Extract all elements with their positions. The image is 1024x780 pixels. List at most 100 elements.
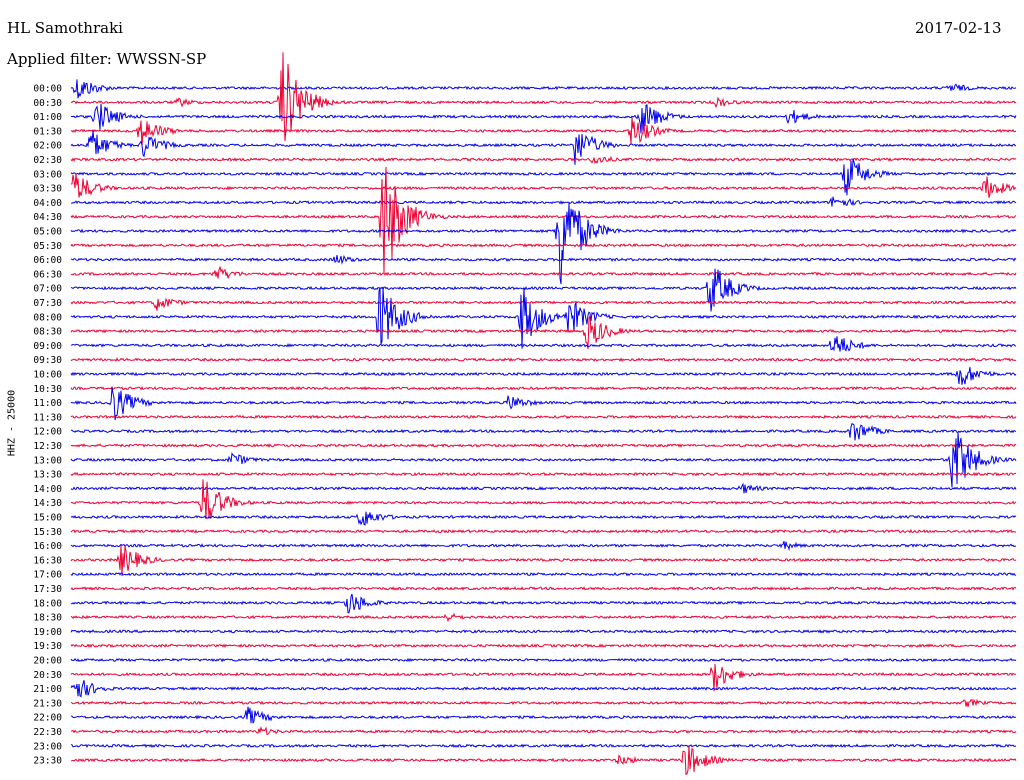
time-tick-label: 03:30 (33, 184, 62, 195)
trace-row-1600 (70, 540, 1017, 551)
trace-row-0700 (70, 268, 1017, 312)
time-tick-label: 11:00 (33, 398, 62, 409)
time-tick-label: 10:00 (33, 370, 62, 381)
time-tick-label: 05:00 (33, 227, 62, 238)
trace-row-2030 (70, 663, 1017, 692)
time-tick-labels: 00:00 00:30 01:00 01:30 02:00 02:30 03:00 03:30… (33, 84, 62, 767)
time-tick-label: 19:00 (33, 627, 62, 638)
time-tick-label: 23:00 (33, 741, 62, 752)
time-tick-label: 16:30 (33, 555, 62, 566)
time-tick-label: 05:30 (33, 241, 62, 252)
trace-row-1000 (70, 367, 1017, 385)
time-tick-label: 00:00 (33, 84, 62, 95)
time-tick-label: 16:00 (33, 541, 62, 552)
trace-row-1930 (70, 643, 1017, 649)
trace-row-1030 (70, 385, 1017, 391)
trace-row-2330 (70, 744, 1017, 775)
trace-row-0230 (70, 155, 1017, 165)
time-tick-label: 23:30 (33, 756, 62, 767)
time-tick-label: 02:00 (33, 141, 62, 152)
trace-row-0300 (70, 158, 1017, 196)
time-tick-label: 18:00 (33, 598, 62, 609)
trace-row-1530 (70, 528, 1017, 534)
time-tick-label: 07:30 (33, 298, 62, 309)
time-tick-label: 08:30 (33, 327, 62, 338)
time-tick-label: 08:00 (33, 312, 62, 323)
time-tick-label: 20:30 (33, 670, 62, 681)
time-tick-label: 14:30 (33, 498, 62, 509)
trace-row-1200 (70, 423, 1017, 441)
record-date: 2017-02-13 (915, 19, 1002, 37)
trace-row-1300 (70, 432, 1017, 488)
trace-row-0600 (70, 254, 1017, 265)
trace-row-1130 (70, 414, 1017, 420)
trace-row-0930 (70, 357, 1017, 363)
time-tick-label: 14:00 (33, 484, 62, 495)
station-title: HL Samothraki (7, 19, 123, 37)
time-tick-label: 01:00 (33, 112, 62, 123)
time-tick-label: 04:00 (33, 198, 62, 209)
time-tick-label: 13:30 (33, 470, 62, 481)
time-tick-label: 12:30 (33, 441, 62, 452)
seismogram-traces (70, 52, 1017, 775)
trace-row-1500 (70, 511, 1017, 526)
time-tick-label: 18:30 (33, 613, 62, 624)
time-tick-label: 12:00 (33, 427, 62, 438)
trace-row-2130 (70, 698, 1017, 707)
time-tick-label: 06:00 (33, 255, 62, 266)
time-tick-label: 03:00 (33, 169, 62, 180)
time-tick-label: 10:30 (33, 384, 62, 395)
trace-row-0200 (70, 130, 1017, 165)
trace-row-2300 (70, 743, 1017, 749)
time-tick-label: 17:00 (33, 570, 62, 581)
trace-row-0500 (70, 202, 1017, 285)
trace-row-0030 (70, 52, 1017, 142)
time-tick-label: 13:00 (33, 455, 62, 466)
time-tick-label: 01:30 (33, 126, 62, 137)
time-tick-label: 21:00 (33, 684, 62, 695)
trace-row-0130 (70, 117, 1017, 147)
trace-row-0630 (70, 265, 1017, 279)
time-tick-label: 15:00 (33, 513, 62, 524)
trace-row-1230 (70, 443, 1017, 448)
trace-row-2200 (71, 706, 1016, 724)
trace-row-1100 (70, 387, 1017, 421)
time-tick-label: 22:30 (33, 727, 62, 738)
trace-row-2230 (71, 725, 1017, 735)
trace-row-1830 (70, 612, 1017, 623)
time-tick-label: 21:30 (33, 698, 62, 709)
time-tick-label: 22:00 (33, 713, 62, 724)
trace-row-1800 (71, 593, 1017, 614)
trace-row-0730 (70, 297, 1017, 311)
time-tick-label: 15:30 (33, 527, 62, 538)
trace-row-1330 (70, 471, 1017, 477)
time-tick-label: 06:30 (33, 269, 62, 280)
time-tick-label: 00:30 (33, 98, 62, 109)
trace-row-0000 (70, 79, 1017, 99)
trace-row-0400 (71, 196, 1017, 207)
time-tick-label: 04:30 (33, 212, 62, 223)
time-tick-label: 07:00 (33, 284, 62, 295)
filter-label: Applied filter: WWSSN-SP (7, 50, 207, 68)
trace-row-1730 (70, 586, 1017, 591)
trace-row-2100 (70, 680, 1017, 698)
trace-row-0330 (70, 173, 1017, 198)
time-tick-label: 11:30 (33, 412, 62, 423)
trace-row-0830 (70, 314, 1017, 350)
trace-row-0100 (70, 103, 1017, 134)
trace-row-1630 (70, 544, 1017, 576)
trace-row-1400 (70, 482, 1017, 494)
time-tick-label: 09:30 (33, 355, 62, 366)
trace-row-2000 (70, 657, 1017, 663)
trace-row-0800 (70, 287, 1017, 349)
trace-row-1430 (70, 479, 1017, 520)
time-tick-label: 20:00 (33, 656, 62, 667)
trace-row-0530 (70, 242, 1017, 248)
trace-row-1900 (70, 629, 1017, 634)
time-tick-label: 19:30 (33, 641, 62, 652)
trace-row-0900 (70, 336, 1017, 352)
trace-row-1700 (70, 571, 1017, 577)
time-tick-label: 09:00 (33, 341, 62, 352)
trace-row-0430 (70, 166, 1017, 274)
